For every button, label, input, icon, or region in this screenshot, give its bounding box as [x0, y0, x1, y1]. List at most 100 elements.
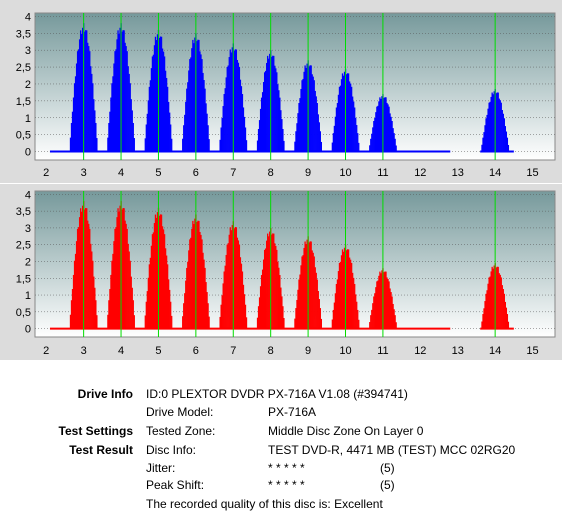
- histogram-bar: [84, 209, 86, 329]
- histogram-bar: [154, 214, 157, 329]
- histogram-bar: [149, 257, 152, 329]
- histogram-bar: [486, 114, 488, 152]
- histogram-bar: [334, 293, 337, 329]
- histogram-bar: [219, 316, 221, 329]
- histogram-bar: [129, 83, 131, 152]
- histogram-bar: [342, 251, 345, 329]
- histogram-bar: [69, 137, 72, 152]
- histogram-bar: [161, 48, 164, 152]
- histogram-bar: [378, 101, 380, 152]
- histogram-bar: [278, 90, 280, 152]
- histogram-bar: [314, 90, 316, 152]
- histogram-bar: [500, 102, 502, 152]
- histogram-bar: [108, 122, 110, 152]
- histogram-bar: [371, 133, 373, 152]
- histogram-bar: [147, 100, 149, 152]
- histogram-bar: [353, 101, 355, 152]
- histogram-bar: [235, 227, 238, 329]
- histogram-bar: [235, 49, 238, 152]
- histogram-bar: [496, 92, 498, 152]
- histogram-bar: [275, 245, 277, 329]
- histogram-bar: [319, 131, 321, 152]
- histogram-bar: [129, 260, 131, 329]
- histogram-bar: [163, 234, 166, 329]
- histogram-bar: [504, 126, 506, 152]
- histogram-bar: [203, 80, 205, 152]
- histogram-bar: [317, 114, 319, 152]
- histogram-bar: [394, 138, 396, 152]
- histogram-bar: [230, 52, 232, 152]
- histogram-bar: [280, 287, 282, 329]
- histogram-bar: [317, 290, 319, 329]
- histogram-bar: [131, 110, 133, 152]
- histogram-bar: [387, 278, 389, 329]
- histogram-bar: [227, 65, 229, 152]
- histogram-bar: [341, 73, 344, 152]
- histogram-bar: [343, 247, 346, 329]
- histogram-bar: [374, 117, 376, 152]
- histogram-bar: [297, 289, 299, 329]
- x-tick-label: 10: [339, 345, 351, 357]
- histogram-bar: [372, 303, 374, 329]
- histogram-bar: [197, 39, 199, 152]
- histogram-bar: [155, 40, 158, 152]
- histogram-bar: [261, 92, 264, 152]
- histogram-bar: [81, 211, 83, 329]
- histogram-bar: [275, 68, 277, 152]
- disc-info-value: TEST DVD-R, 4471 MB (TEST) MCC 02RG20: [268, 443, 516, 457]
- histogram-bar: [171, 138, 173, 152]
- histogram-bar: [73, 260, 76, 329]
- histogram-bar: [109, 111, 111, 152]
- red-chart: 0 0,5 1 1,5 2 2,5 3 3,5 4 2 3 4 5 6 7 8 9 10 11 12 13 14 15: [16, 189, 556, 357]
- histogram-bar: [118, 211, 120, 329]
- histogram-bar: [70, 122, 73, 152]
- histogram-bar: [315, 272, 317, 329]
- histogram-bar: [269, 231, 271, 329]
- x-tick-label: 9: [305, 345, 311, 357]
- histogram-bar: [202, 252, 204, 329]
- y-tick-label: 3,5: [16, 28, 31, 40]
- histogram-bar: [90, 243, 92, 329]
- histogram-bar: [152, 54, 155, 152]
- histogram-bar: [151, 234, 154, 329]
- histogram-bar: [169, 289, 171, 329]
- histogram-bar: [158, 37, 161, 152]
- histogram-bar: [193, 43, 195, 152]
- histogram-bar: [507, 321, 510, 329]
- histogram-bar: [243, 116, 246, 152]
- histogram-bar: [318, 299, 320, 329]
- histogram-bar: [345, 74, 348, 152]
- histogram-bar: [488, 102, 490, 152]
- histogram-bar: [145, 301, 147, 329]
- histogram-bar: [348, 257, 351, 329]
- histogram-bar: [113, 63, 115, 152]
- histogram-bar: [277, 261, 279, 329]
- histogram-bar: [85, 30, 87, 152]
- histogram-bar: [369, 145, 371, 152]
- histogram-bar: [392, 128, 394, 152]
- histogram-bar: [116, 217, 118, 329]
- histogram-bar: [311, 250, 313, 329]
- y-tick-label: 1,5: [16, 96, 31, 108]
- histogram-bar: [390, 116, 392, 152]
- histogram-bar: [501, 109, 503, 152]
- histogram-bar: [332, 133, 335, 152]
- histogram-bar: [90, 66, 92, 152]
- histogram-bar: [504, 301, 506, 329]
- histogram-bar: [222, 106, 224, 152]
- histogram-bar: [500, 277, 502, 329]
- histogram-bar: [483, 308, 485, 329]
- histogram-bar: [245, 140, 248, 152]
- histogram-bar: [108, 300, 110, 329]
- histogram-bar: [310, 241, 312, 329]
- histogram-bar: [95, 122, 97, 152]
- y-tick-label: 2,5: [16, 240, 31, 252]
- histogram-bar: [490, 271, 492, 329]
- histogram-bar: [498, 273, 500, 329]
- histogram-bar: [168, 101, 170, 152]
- histogram-bar: [132, 300, 134, 329]
- histogram-bar: [339, 85, 342, 152]
- histogram-bar: [168, 279, 170, 329]
- histogram-bar: [237, 240, 240, 329]
- histogram-bar: [505, 131, 508, 152]
